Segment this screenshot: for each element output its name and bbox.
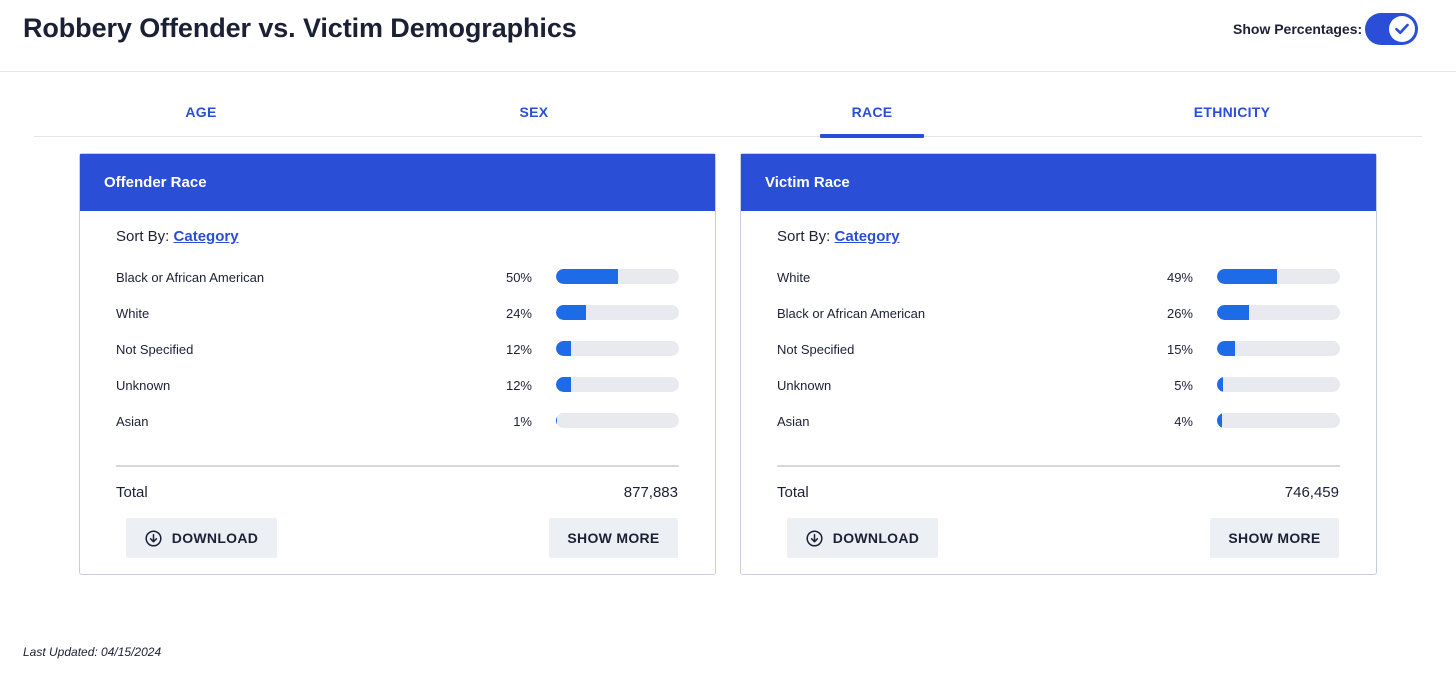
percent-bar	[1217, 341, 1340, 356]
total-divider	[777, 465, 1340, 467]
race-row: White 24%	[116, 304, 679, 324]
total-label: Total	[777, 484, 809, 501]
page-header: Robbery Offender vs. Victim Demographics…	[0, 0, 1456, 72]
race-percent: 15%	[1166, 342, 1193, 357]
toggle-knob	[1389, 16, 1415, 42]
card-title: Offender Race	[80, 154, 715, 211]
race-percent: 5%	[1174, 378, 1193, 393]
race-label: Unknown	[777, 378, 832, 393]
race-row: White 49%	[777, 268, 1340, 288]
race-label: Unknown	[116, 378, 171, 393]
show-more-button[interactable]: SHOW MORE	[549, 518, 678, 558]
race-label: Black or African American	[116, 270, 265, 285]
race-label: Asian	[777, 414, 810, 429]
race-percent: 26%	[1166, 306, 1193, 321]
race-row: Black or African American 50%	[116, 268, 679, 288]
total-value: 877,883	[623, 484, 678, 501]
race-row: Black or African American 26%	[777, 304, 1340, 324]
page-title: Robbery Offender vs. Victim Demographics	[23, 13, 577, 43]
percent-bar-fill	[556, 341, 571, 356]
download-label: DOWNLOAD	[832, 530, 920, 546]
sort-by: Sort By: Category	[116, 228, 239, 245]
race-row: Unknown 5%	[777, 376, 1340, 396]
race-label: White	[777, 270, 811, 285]
active-tab-indicator	[820, 134, 924, 138]
sort-by-category-link[interactable]: Category	[834, 228, 900, 245]
sort-by-category-link[interactable]: Category	[173, 228, 239, 245]
race-label: Asian	[116, 414, 149, 429]
total-label: Total	[116, 484, 148, 501]
race-row: Unknown 12%	[116, 376, 679, 396]
offender-race-card: Offender Race Sort By: Category Black or…	[79, 153, 716, 575]
percent-bar	[556, 341, 679, 356]
sort-by: Sort By: Category	[777, 228, 900, 245]
percent-bar	[556, 305, 679, 320]
race-percent: 24%	[505, 306, 532, 321]
tab-ethnicity[interactable]: ETHNICITY	[1193, 104, 1271, 120]
show-percentages-toggle[interactable]	[1365, 13, 1418, 45]
sort-by-label: Sort By:	[116, 228, 170, 245]
tab-sex[interactable]: SEX	[519, 104, 549, 120]
percent-bar	[556, 413, 679, 428]
download-label: DOWNLOAD	[171, 530, 259, 546]
show-more-button[interactable]: SHOW MORE	[1210, 518, 1339, 558]
total-value: 746,459	[1284, 484, 1339, 501]
race-percent: 50%	[505, 270, 532, 285]
percent-bar	[1217, 377, 1340, 392]
checkmark-icon	[1395, 23, 1409, 35]
percent-bar-fill	[556, 269, 618, 284]
tab-race[interactable]: RACE	[851, 104, 893, 120]
percent-bar-fill	[1217, 305, 1249, 320]
race-row: Asian 4%	[777, 412, 1340, 432]
percent-bar	[1217, 413, 1340, 428]
percent-bar-fill	[1217, 413, 1222, 428]
race-label: Not Specified	[777, 342, 855, 357]
download-button[interactable]: DOWNLOAD	[126, 518, 277, 558]
race-percent: 49%	[1166, 270, 1193, 285]
tab-age[interactable]: AGE	[185, 104, 217, 120]
percent-bar	[556, 269, 679, 284]
race-row: Not Specified 12%	[116, 340, 679, 360]
card-title: Victim Race	[741, 154, 1376, 211]
victim-race-card: Victim Race Sort By: Category White 49% …	[740, 153, 1377, 575]
percent-bar-fill	[1217, 377, 1224, 392]
download-icon	[806, 529, 823, 547]
race-percent: 12%	[505, 378, 532, 393]
percent-bar	[1217, 269, 1340, 284]
show-percentages-label: Show Percentages:	[1233, 21, 1363, 37]
race-percent: 1%	[513, 414, 532, 429]
race-label: Not Specified	[116, 342, 194, 357]
last-updated-note: Last Updated: 04/15/2024	[23, 645, 162, 659]
percent-bar-fill	[556, 413, 558, 428]
race-label: Black or African American	[777, 306, 926, 321]
percent-bar-fill	[1217, 341, 1236, 356]
sort-by-label: Sort By:	[777, 228, 831, 245]
percent-bar	[1217, 305, 1340, 320]
percent-bar-fill	[556, 305, 586, 320]
demographic-tabs: AGE SEX RACE ETHNICITY	[34, 90, 1422, 138]
percent-bar-fill	[1217, 269, 1278, 284]
total-divider	[116, 465, 679, 467]
percent-bar	[556, 377, 679, 392]
race-row: Not Specified 15%	[777, 340, 1340, 360]
download-button[interactable]: DOWNLOAD	[787, 518, 938, 558]
race-row: Asian 1%	[116, 412, 679, 432]
download-icon	[145, 529, 162, 547]
percent-bar-fill	[556, 377, 571, 392]
race-label: White	[116, 306, 150, 321]
race-percent: 12%	[505, 342, 532, 357]
race-percent: 4%	[1174, 414, 1193, 429]
